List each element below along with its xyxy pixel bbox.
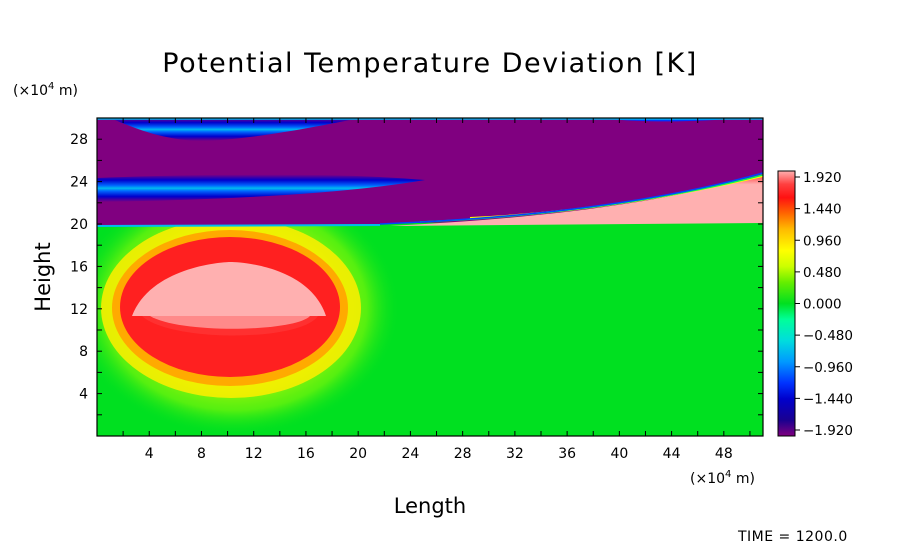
x-tick-label: 28 [454, 446, 472, 462]
colorbar-tick-label: 0.480 [803, 265, 842, 281]
upper-layer [97, 118, 763, 226]
colorbar-tick-label: 1.920 [803, 170, 842, 186]
x-tick-label: 40 [610, 446, 628, 462]
x-tick-label: 24 [401, 446, 419, 462]
cool-band-middle [97, 174, 425, 202]
x-tick-label: 4 [145, 446, 154, 462]
x-axis-unit: (×104 m) [690, 469, 755, 487]
warm-wedge [390, 174, 763, 226]
colorbar-tick-label: 0.960 [803, 233, 842, 249]
x-tick-label: 48 [715, 446, 733, 462]
plot-frame [96, 117, 764, 437]
x-tick-label: 12 [245, 446, 263, 462]
y-tick-label: 20 [70, 217, 88, 233]
y-tick-label: 12 [70, 302, 88, 318]
colorbar-ticks: 1.920 1.440 0.960 0.480 0.000 −0.480 −0.960 −1.… [795, 170, 853, 439]
x-tick-label: 16 [297, 446, 315, 462]
colorbar-tick-label: 0.000 [803, 297, 842, 313]
warm-wedge-edge-blue [379, 172, 763, 225]
y-tick-label: 24 [70, 175, 88, 191]
x-tick-label: 32 [506, 446, 524, 462]
colorbar-tick-label: −0.480 [803, 328, 853, 344]
y-tick-label: 28 [70, 132, 88, 148]
interface-line [97, 224, 381, 227]
y-tick-label: 4 [79, 387, 88, 403]
y-axis-ticks: 4 8 12 16 20 24 28 [70, 132, 763, 416]
colorbar-tick-label: −0.960 [803, 360, 853, 376]
chart-title: Potential Temperature Deviation [K] [162, 48, 697, 79]
warm-bubble-core [132, 262, 326, 316]
x-tick-label: 36 [558, 446, 576, 462]
y-tick-label: 8 [79, 344, 88, 360]
y-axis-unit: (×104 m) [13, 81, 78, 99]
colorbar [777, 170, 796, 437]
colorbar-tick-label: 1.440 [803, 202, 842, 218]
cool-band-top [110, 118, 360, 141]
colorbar-tick-label: −1.920 [803, 423, 853, 439]
x-tick-label: 8 [197, 446, 206, 462]
x-tick-label: 44 [663, 446, 681, 462]
time-label: TIME = 1200.0 [737, 529, 848, 544]
x-axis-ticks: 4 8 12 16 20 24 28 32 36 40 44 48 [122, 118, 751, 462]
y-axis-label: Height [31, 242, 55, 311]
plot-area [97, 118, 763, 436]
x-tick-label: 20 [349, 446, 367, 462]
y-tick-label: 16 [70, 259, 88, 275]
x-axis-label: Length [394, 494, 466, 518]
colorbar-tick-label: −1.440 [803, 391, 853, 407]
warm-bubble-lower-pink [150, 316, 310, 329]
